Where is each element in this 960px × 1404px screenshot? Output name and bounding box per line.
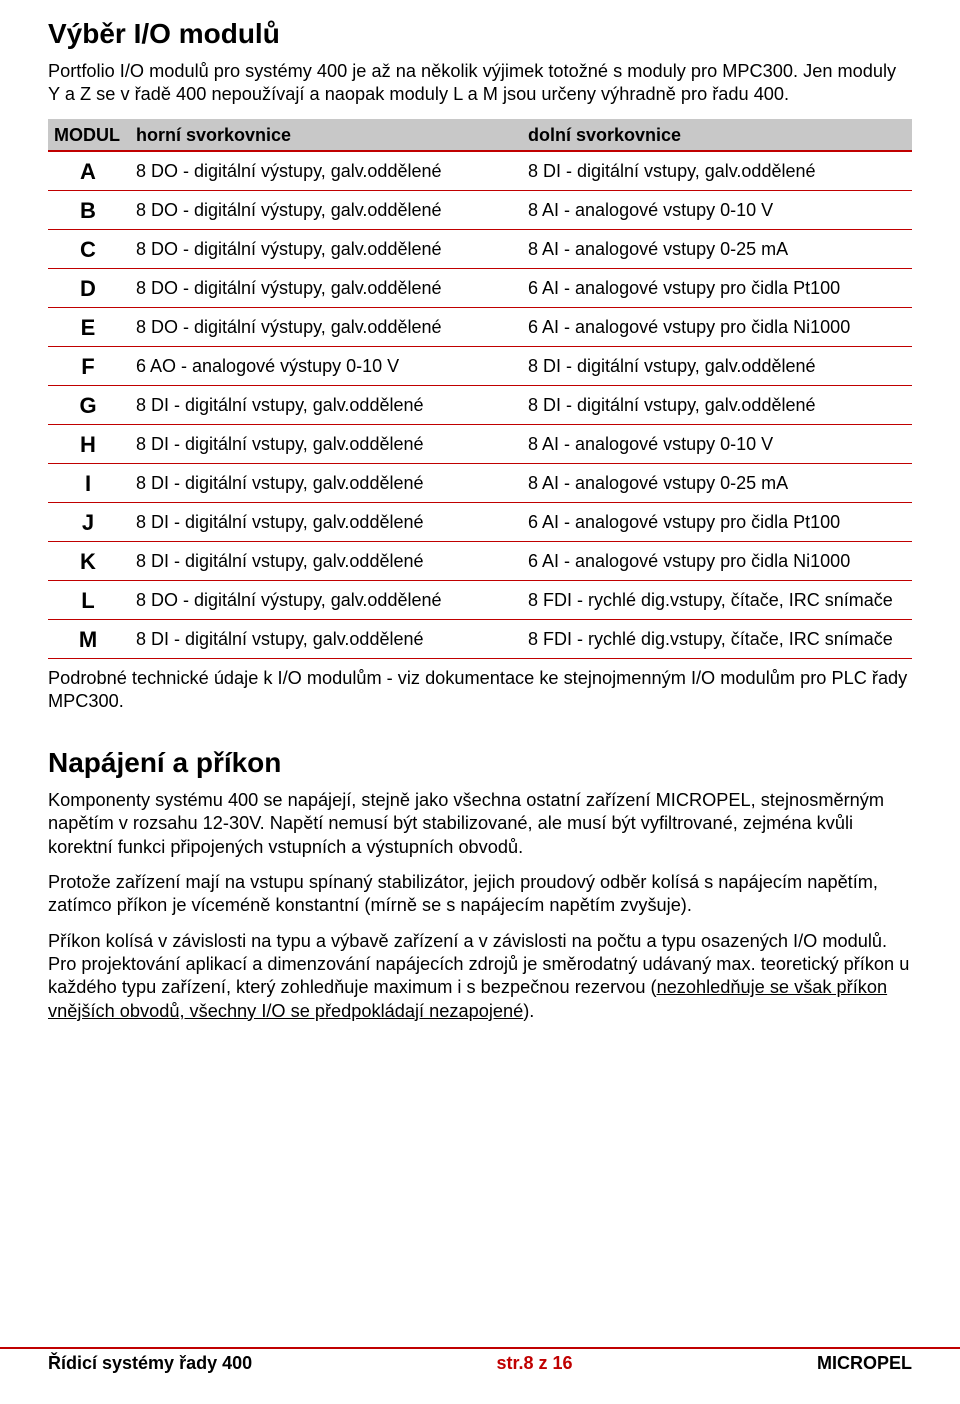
cell-dolni: 6 AI - analogové vstupy pro čidla Pt100 — [520, 268, 912, 307]
table-header-row: MODUL horní svorkovnice dolní svorkovnic… — [48, 119, 912, 151]
cell-horni: 8 DO - digitální výstupy, galv.oddělené — [128, 307, 520, 346]
cell-dolni: 8 AI - analogové vstupy 0-10 V — [520, 190, 912, 229]
cell-modul: B — [48, 190, 128, 229]
cell-dolni: 8 DI - digitální vstupy, galv.oddělené — [520, 385, 912, 424]
table-row: I8 DI - digitální vstupy, galv.oddělené8… — [48, 463, 912, 502]
cell-horni: 8 DI - digitální vstupy, galv.oddělené — [128, 424, 520, 463]
table-row: B8 DO - digitální výstupy, galv.oddělené… — [48, 190, 912, 229]
th-dolni: dolní svorkovnice — [520, 119, 912, 151]
io-modules-table: MODUL horní svorkovnice dolní svorkovnic… — [48, 119, 912, 659]
table-row: H8 DI - digitální vstupy, galv.oddělené8… — [48, 424, 912, 463]
heading-io-modules: Výběr I/O modulů — [48, 18, 912, 50]
cell-dolni: 6 AI - analogové vstupy pro čidla Pt100 — [520, 502, 912, 541]
table-row: E8 DO - digitální výstupy, galv.oddělené… — [48, 307, 912, 346]
cell-dolni: 6 AI - analogové vstupy pro čidla Ni1000 — [520, 307, 912, 346]
cell-modul: G — [48, 385, 128, 424]
page-footer: Řídicí systémy řady 400 str.8 z 16 MICRO… — [0, 1347, 960, 1374]
table-row: K8 DI - digitální vstupy, galv.oddělené6… — [48, 541, 912, 580]
cell-horni: 8 DI - digitální vstupy, galv.oddělené — [128, 463, 520, 502]
cell-dolni: 8 DI - digitální vstupy, galv.oddělené — [520, 151, 912, 191]
cell-modul: C — [48, 229, 128, 268]
cell-modul: I — [48, 463, 128, 502]
footer-mid: str.8 z 16 — [497, 1349, 573, 1374]
cell-modul: F — [48, 346, 128, 385]
cell-horni: 6 AO - analogové výstupy 0-10 V — [128, 346, 520, 385]
cell-horni: 8 DO - digitální výstupy, galv.oddělené — [128, 268, 520, 307]
cell-modul: A — [48, 151, 128, 191]
cell-horni: 8 DI - digitální vstupy, galv.oddělené — [128, 541, 520, 580]
th-horni: horní svorkovnice — [128, 119, 520, 151]
table-row: F6 AO - analogové výstupy 0-10 V8 DI - d… — [48, 346, 912, 385]
footer-left: Řídicí systémy řady 400 — [48, 1349, 252, 1374]
cell-horni: 8 DI - digitální vstupy, galv.oddělené — [128, 619, 520, 658]
cell-dolni: 8 FDI - rychlé dig.vstupy, čítače, IRC s… — [520, 580, 912, 619]
table-row: M8 DI - digitální vstupy, galv.oddělené8… — [48, 619, 912, 658]
cell-horni: 8 DO - digitální výstupy, galv.oddělené — [128, 151, 520, 191]
cell-horni: 8 DI - digitální vstupy, galv.oddělené — [128, 502, 520, 541]
table-row: G8 DI - digitální vstupy, galv.oddělené8… — [48, 385, 912, 424]
paragraph-tablenote: Podrobné technické údaje k I/O modulům -… — [48, 667, 912, 714]
th-modul: MODUL — [48, 119, 128, 151]
cell-modul: D — [48, 268, 128, 307]
table-row: L8 DO - digitální výstupy, galv.oddělené… — [48, 580, 912, 619]
paragraph-power-1: Komponenty systému 400 se napájejí, stej… — [48, 789, 912, 859]
cell-dolni: 8 AI - analogové vstupy 0-25 mA — [520, 463, 912, 502]
cell-dolni: 8 AI - analogové vstupy 0-25 mA — [520, 229, 912, 268]
p5-post: ). — [523, 1001, 534, 1021]
table-row: A8 DO - digitální výstupy, galv.oddělené… — [48, 151, 912, 191]
table-row: C8 DO - digitální výstupy, galv.oddělené… — [48, 229, 912, 268]
cell-dolni: 8 AI - analogové vstupy 0-10 V — [520, 424, 912, 463]
cell-modul: M — [48, 619, 128, 658]
table-row: J8 DI - digitální vstupy, galv.oddělené6… — [48, 502, 912, 541]
footer-right: MICROPEL — [817, 1349, 912, 1374]
cell-horni: 8 DO - digitální výstupy, galv.oddělené — [128, 580, 520, 619]
table-row: D8 DO - digitální výstupy, galv.oddělené… — [48, 268, 912, 307]
cell-horni: 8 DI - digitální vstupy, galv.oddělené — [128, 385, 520, 424]
cell-horni: 8 DO - digitální výstupy, galv.oddělené — [128, 229, 520, 268]
paragraph-intro: Portfolio I/O modulů pro systémy 400 je … — [48, 60, 912, 107]
paragraph-power-3: Příkon kolísá v závislosti na typu a výb… — [48, 930, 912, 1023]
cell-modul: J — [48, 502, 128, 541]
cell-modul: K — [48, 541, 128, 580]
cell-modul: L — [48, 580, 128, 619]
cell-dolni: 8 DI - digitální vstupy, galv.oddělené — [520, 346, 912, 385]
paragraph-power-2: Protože zařízení mají na vstupu spínaný … — [48, 871, 912, 918]
cell-horni: 8 DO - digitální výstupy, galv.oddělené — [128, 190, 520, 229]
cell-dolni: 8 FDI - rychlé dig.vstupy, čítače, IRC s… — [520, 619, 912, 658]
cell-modul: E — [48, 307, 128, 346]
heading-power: Napájení a příkon — [48, 747, 912, 779]
cell-modul: H — [48, 424, 128, 463]
cell-dolni: 6 AI - analogové vstupy pro čidla Ni1000 — [520, 541, 912, 580]
